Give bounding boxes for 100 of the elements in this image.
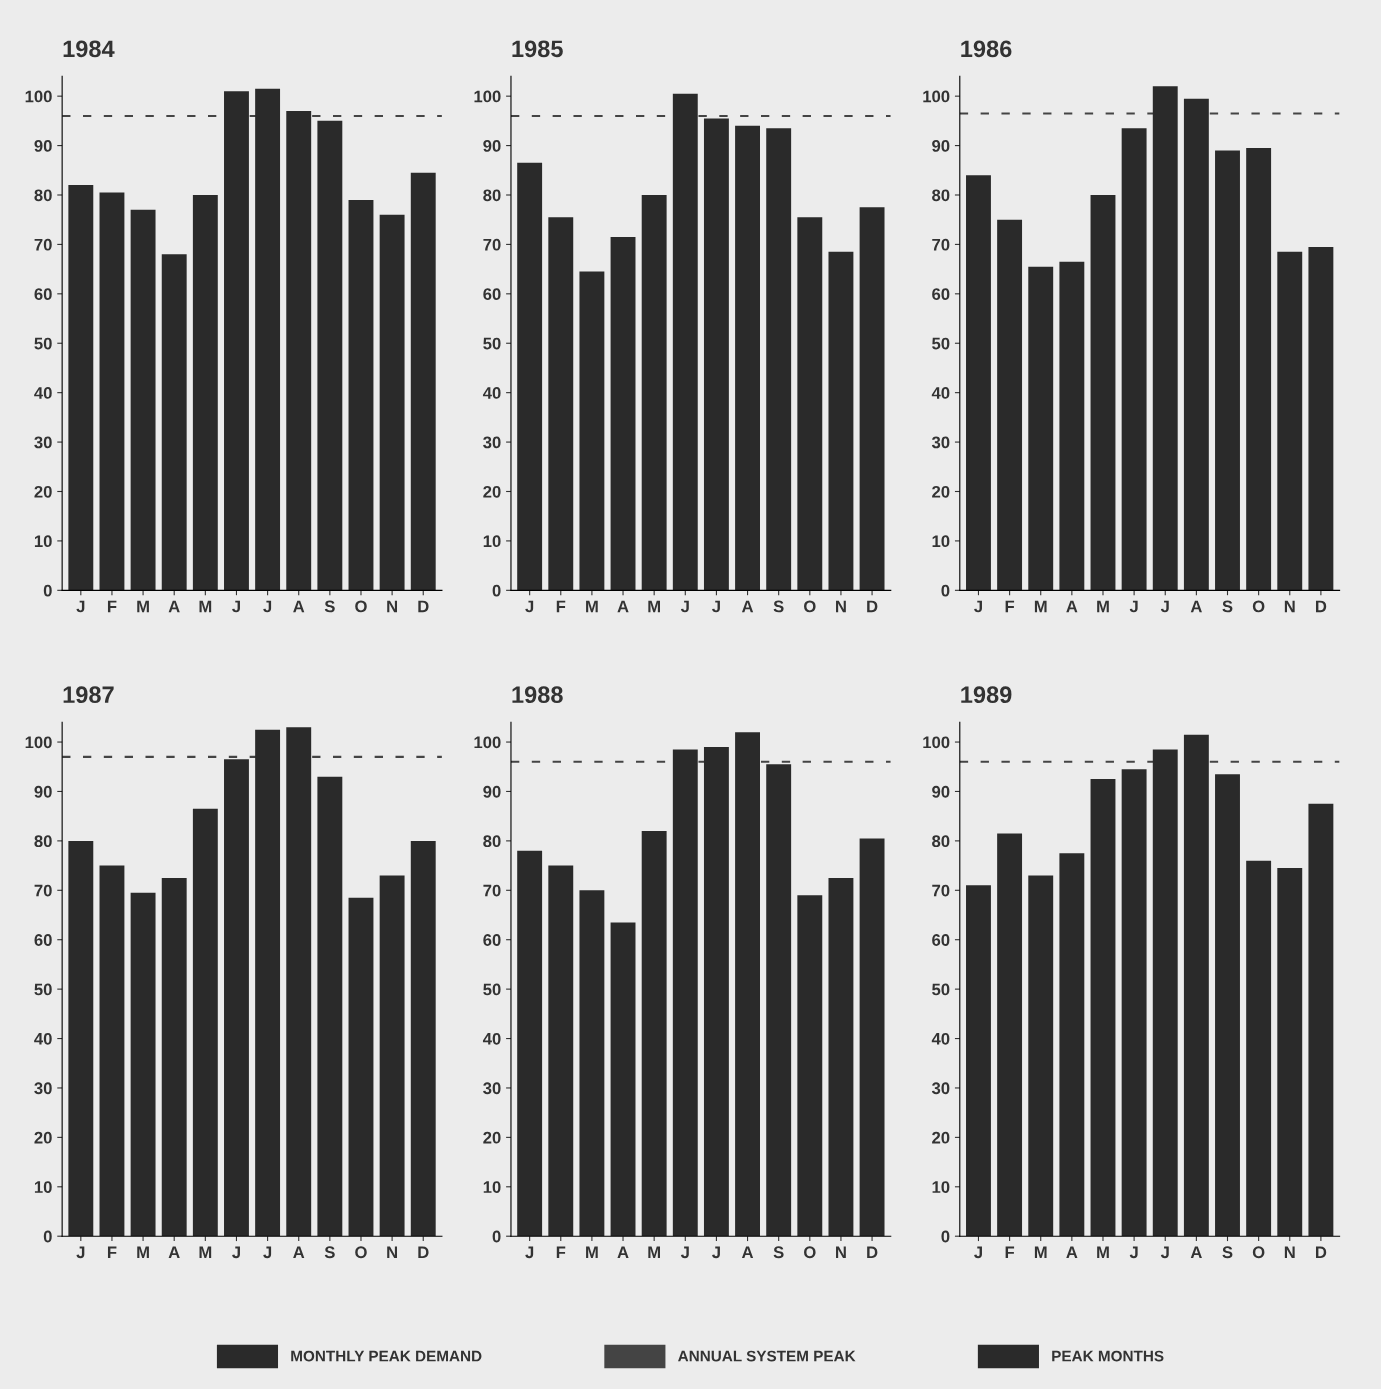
- x-tick-label: A: [1190, 600, 1202, 613]
- x-tick-label: O: [1252, 1246, 1265, 1259]
- x-tick-label: O: [355, 600, 367, 613]
- bar: [130, 209, 156, 591]
- y-tick-label: 0: [941, 584, 950, 597]
- y-tick-label: 70: [932, 884, 950, 897]
- x-tick-label: M: [648, 600, 660, 613]
- bar: [735, 732, 760, 1237]
- y-tick-label: 10: [34, 535, 52, 548]
- bar: [1059, 261, 1085, 591]
- bar: [1121, 128, 1147, 591]
- text: PEAK MONTHS: [1052, 1350, 1164, 1362]
- chart-title: 1989: [961, 686, 1012, 704]
- y-tick-label: 0: [492, 584, 501, 597]
- bar: [1028, 266, 1054, 591]
- x-tick-label: D: [867, 600, 878, 613]
- y-tick-label: 80: [932, 189, 950, 202]
- x-tick-label: F: [107, 600, 117, 613]
- x-tick-label: N: [836, 600, 846, 613]
- x-tick-label: J: [974, 1246, 982, 1259]
- y-tick-label: 20: [483, 1131, 501, 1144]
- y-tick-label: 40: [482, 1032, 501, 1045]
- bar: [1183, 98, 1209, 591]
- y-tick-label: 10: [932, 535, 950, 548]
- x-tick-label: F: [1005, 600, 1015, 613]
- y-tick-label: 90: [932, 139, 950, 152]
- x-tick-label: M: [586, 600, 598, 613]
- y-tick-label: 70: [34, 238, 52, 251]
- bar: [192, 808, 218, 1237]
- bar: [192, 194, 218, 591]
- y-tick-label: 100: [474, 90, 501, 103]
- bar: [1028, 875, 1054, 1237]
- y-tick-label: 50: [932, 337, 950, 350]
- y-tick-label: 0: [43, 584, 52, 597]
- x-tick-label: N: [387, 600, 398, 613]
- x-tick-label: A: [168, 1246, 180, 1259]
- x-tick-label: A: [168, 600, 180, 613]
- bar: [255, 88, 281, 591]
- y-tick-label: 10: [932, 1181, 950, 1193]
- y-tick-label: 90: [483, 785, 501, 798]
- y-tick-label: 30: [34, 1082, 52, 1095]
- y-tick-label: 50: [34, 983, 52, 996]
- y-tick-label: 100: [923, 736, 950, 749]
- x-tick-label: D: [1315, 1246, 1327, 1259]
- x-tick-label: O: [355, 1246, 367, 1259]
- bar: [286, 727, 312, 1237]
- bar: [997, 833, 1023, 1237]
- y-tick-label: 60: [483, 934, 501, 946]
- y-tick-label: 90: [932, 785, 950, 798]
- bar: [766, 128, 792, 591]
- y-tick-label: 40: [931, 1032, 950, 1045]
- x-tick-label: M: [199, 1246, 212, 1259]
- y-tick-label: 40: [34, 387, 52, 399]
- bar: [579, 271, 605, 591]
- y-tick-label: 30: [483, 436, 501, 449]
- x-tick-label: O: [1252, 600, 1265, 613]
- bar: [224, 91, 249, 591]
- x-tick-label: A: [741, 1246, 754, 1259]
- bar: [797, 895, 823, 1237]
- bar: [379, 875, 405, 1237]
- bar: [548, 217, 574, 591]
- bar: [997, 219, 1023, 591]
- x-tick-label: J: [232, 1246, 240, 1259]
- bar: [410, 172, 436, 591]
- x-tick-label: M: [648, 1246, 660, 1259]
- x-tick-label: D: [418, 600, 429, 613]
- x-tick-label: J: [76, 600, 85, 613]
- x-tick-label: D: [867, 1246, 878, 1259]
- x-tick-label: J: [263, 600, 272, 613]
- x-tick-label: F: [1005, 1246, 1015, 1259]
- x-tick-label: A: [1066, 600, 1078, 613]
- bar: [1215, 774, 1240, 1237]
- bar: [672, 749, 698, 1237]
- x-tick-label: J: [1160, 600, 1169, 613]
- chart-title: 1984: [63, 40, 115, 58]
- x-tick-label: D: [418, 1246, 429, 1259]
- bar: [410, 840, 436, 1237]
- bar: [1246, 860, 1272, 1237]
- legend-label: ANNUAL SYSTEM PEAK: [678, 1350, 856, 1362]
- x-tick-label: S: [1222, 600, 1233, 613]
- y-tick-label: 100: [25, 90, 52, 103]
- chart-title: 1986: [961, 40, 1012, 58]
- bar: [224, 759, 249, 1237]
- y-tick-label: 90: [483, 139, 501, 152]
- bar: [641, 831, 667, 1237]
- y-tick-label: 40: [34, 1032, 52, 1045]
- y-tick-label: 70: [483, 884, 501, 897]
- x-tick-label: J: [1129, 1246, 1138, 1259]
- bar: [672, 93, 698, 591]
- y-tick-label: 80: [483, 189, 501, 202]
- bar: [1215, 150, 1240, 591]
- chart-title: 1987: [63, 686, 114, 704]
- bar: [517, 850, 543, 1237]
- bar: [966, 885, 991, 1237]
- x-tick-label: A: [741, 600, 754, 613]
- y-tick-label: 60: [34, 934, 52, 946]
- y-tick-label: 30: [931, 1082, 950, 1095]
- y-tick-label: 100: [923, 90, 950, 103]
- bar: [703, 746, 729, 1237]
- y-tick-label: 70: [932, 238, 950, 251]
